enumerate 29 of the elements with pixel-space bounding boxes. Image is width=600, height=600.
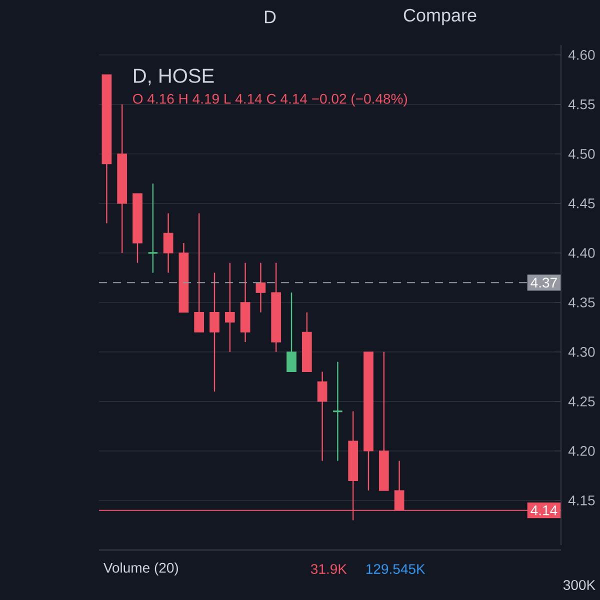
text: 129.545K bbox=[366, 564, 426, 574]
y-tick-label: 4.30 bbox=[568, 346, 595, 357]
candlestick bbox=[210, 272, 220, 392]
y-tick-label: 4.45 bbox=[568, 198, 595, 208]
y-tick-label: 4.25 bbox=[568, 396, 595, 406]
text: Volume (20) bbox=[103, 562, 178, 576]
candlestick bbox=[163, 212, 174, 274]
text: 31.9K bbox=[310, 564, 347, 574]
ref-line-label: 4.37 bbox=[530, 278, 557, 288]
y-tick-label: 4.50 bbox=[568, 148, 595, 159]
y-tick-label: 4.15 bbox=[568, 496, 595, 506]
candlestick bbox=[147, 183, 158, 274]
candlestick bbox=[317, 371, 328, 462]
candlestick bbox=[224, 262, 235, 353]
ref-line-label: 4.14 bbox=[530, 506, 558, 516]
text: 300K bbox=[563, 580, 596, 590]
y-tick-label: 4.40 bbox=[568, 248, 595, 258]
candlestick bbox=[286, 292, 296, 372]
text: D bbox=[264, 10, 276, 24]
candlestick bbox=[256, 262, 266, 313]
candlestick bbox=[194, 212, 204, 333]
y-tick-label: 4.20 bbox=[568, 446, 595, 456]
annotation: O 4.16 H 4.19 L 4.14 C 4.14 −0.02 (−0.48%) bbox=[133, 93, 408, 107]
y-tick-label: 4.60 bbox=[568, 50, 595, 60]
candlestick bbox=[332, 361, 344, 462]
text: Compare bbox=[404, 8, 476, 26]
y-tick-label: 4.55 bbox=[568, 100, 595, 110]
y-tick-label: 4.35 bbox=[568, 297, 595, 308]
annotation: D, HOSE bbox=[134, 68, 214, 86]
